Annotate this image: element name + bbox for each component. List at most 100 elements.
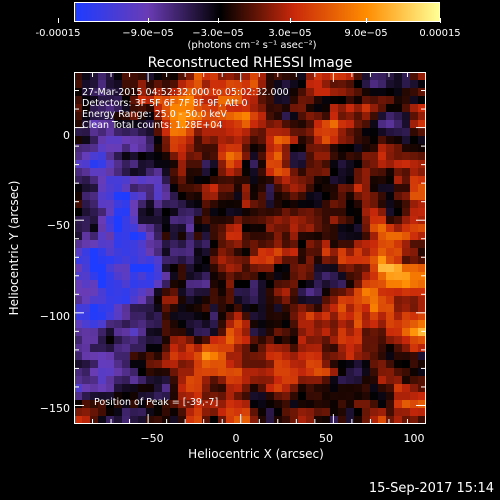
image-pixel [346,264,355,273]
image-pixel [170,328,179,337]
image-pixel [186,320,195,329]
image-pixel [330,296,339,305]
image-pixel [82,232,91,241]
image-pixel [378,168,387,177]
image-pixel [154,360,163,369]
image-pixel [122,240,131,249]
image-pixel [250,264,259,273]
image-pixel [130,384,139,393]
image-pixel [226,416,235,424]
image-pixel [378,288,387,297]
image-pixel [338,160,347,169]
image-pixel [282,384,291,393]
image-pixel [418,304,426,313]
image-pixel [226,312,235,321]
image-pixel [98,376,107,385]
image-pixel [162,312,171,321]
image-pixel [410,216,419,225]
image-pixel [330,344,339,353]
image-pixel [114,312,123,321]
image-pixel [130,80,139,89]
image-pixel [226,376,235,385]
image-pixel [386,392,395,401]
image-pixel [266,216,275,225]
image-pixel [146,352,155,361]
image-pixel [106,368,115,377]
image-pixel [282,176,291,185]
image-pixel [178,376,187,385]
image-pixel [138,408,147,417]
image-pixel [290,416,299,424]
image-pixel [338,336,347,345]
image-pixel [274,232,283,241]
image-pixel [186,384,195,393]
image-pixel [242,88,251,97]
image-pixel [138,280,147,289]
image-pixel [346,304,355,313]
image-pixel [242,352,251,361]
image-pixel [346,248,355,257]
image-pixel [362,224,371,233]
image-pixel [394,160,403,169]
image-pixel [370,376,379,385]
image-pixel [402,136,411,145]
image-pixel [314,144,323,153]
image-pixel [378,152,387,161]
image-pixel [410,352,419,361]
image-pixel [386,344,395,353]
image-pixel [418,248,426,257]
image-pixel [402,376,411,385]
image-pixel [138,400,147,409]
image-pixel [186,176,195,185]
image-pixel [322,224,331,233]
image-pixel [98,112,107,121]
image-pixel [170,416,179,424]
image-pixel [266,136,275,145]
image-pixel [194,144,203,153]
image-pixel [258,184,267,193]
image-pixel [362,112,371,121]
image-pixel [306,376,315,385]
image-pixel [282,192,291,201]
image-pixel [354,384,363,393]
image-pixel [306,216,315,225]
image-pixel [386,360,395,369]
image-pixel [370,200,379,209]
image-pixel [338,312,347,321]
image-pixel [74,344,83,353]
image-pixel [250,224,259,233]
image-pixel [162,80,171,89]
image-pixel [218,144,227,153]
image-pixel [178,72,187,81]
info-energy: Energy Range: 25.0 - 50.0 keV [82,109,227,120]
image-pixel [394,224,403,233]
image-pixel [146,144,155,153]
image-pixel [82,368,91,377]
colorbar-tick-label: −9.0e−05 [122,28,174,39]
image-pixel [106,312,115,321]
image-pixel [186,400,195,409]
image-pixel [178,80,187,89]
image-pixel [266,240,275,249]
image-pixel [162,248,171,257]
image-pixel [282,360,291,369]
image-pixel [162,184,171,193]
image-pixel [130,400,139,409]
image-pixel [114,104,123,113]
image-pixel [338,88,347,97]
image-pixel [362,256,371,265]
image-pixel [274,296,283,305]
image-pixel [402,384,411,393]
image-pixel [338,248,347,257]
image-pixel [106,320,115,329]
image-pixel [330,248,339,257]
image-pixel [98,144,107,153]
image-pixel [154,112,163,121]
image-pixel [322,368,331,377]
image-pixel [418,200,426,209]
image-pixel [370,264,379,273]
image-pixel [410,96,419,105]
image-pixel [122,104,131,113]
image-pixel [218,360,227,369]
image-pixel [314,272,323,281]
